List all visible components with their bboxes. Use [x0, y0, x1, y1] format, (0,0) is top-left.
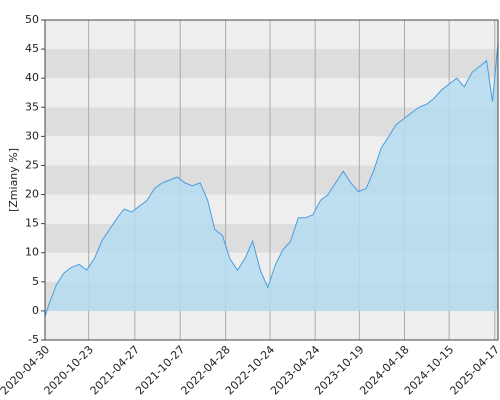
y-tick-label: 5 [32, 275, 39, 288]
y-tick-label: 25 [25, 158, 39, 171]
band [45, 20, 498, 50]
y-tick-label: 45 [25, 42, 39, 55]
line [44, 43, 499, 317]
y-tick-label: 0 [32, 304, 39, 317]
y-tick-label: 35 [25, 100, 39, 113]
band [45, 49, 498, 79]
plot-border [44, 19, 499, 341]
y-tick-label: 10 [25, 246, 39, 259]
y-tick-label: 20 [25, 188, 39, 201]
x-tick-label: 2025-04-17 [448, 343, 500, 397]
y-tick-label: -5 [28, 333, 39, 346]
y-tick-label: 15 [25, 217, 39, 230]
band [45, 310, 498, 340]
y-tick-label: 50 [25, 13, 39, 26]
y-axis-label: [Zmiany %] [7, 148, 20, 212]
y-tick-label: 40 [25, 71, 39, 84]
y-tick-label: 30 [25, 129, 39, 142]
area [45, 43, 498, 317]
band [45, 78, 498, 108]
